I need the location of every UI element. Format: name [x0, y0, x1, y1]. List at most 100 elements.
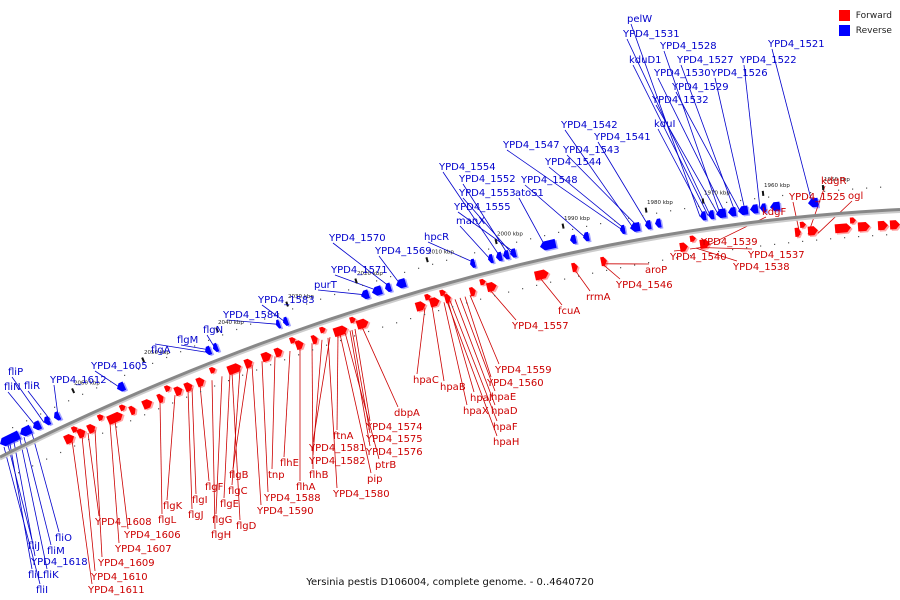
gene-label-hpae: hpaE — [491, 392, 516, 403]
leader-line — [317, 289, 366, 296]
minor-tick — [872, 235, 874, 237]
minor-tick — [410, 318, 412, 320]
forward-gene — [679, 242, 690, 254]
minor-tick — [110, 381, 112, 383]
leader-line — [271, 356, 276, 470]
forward-gene — [349, 316, 358, 325]
backbone-line — [0, 208, 900, 459]
forward-gene — [600, 256, 609, 268]
gene-label-flij: fliJ — [28, 541, 40, 552]
minor-tick — [228, 380, 230, 382]
gene-label-ypd4_1569: YPD4_1569 — [374, 246, 432, 257]
leader-line — [344, 332, 380, 460]
leader-line — [539, 277, 563, 306]
minor-tick — [684, 208, 686, 210]
minor-tick — [152, 362, 154, 364]
minor-tick — [746, 247, 748, 249]
leader-line — [166, 395, 176, 501]
legend-reverse-label: Reverse — [855, 25, 892, 36]
gene-label-flhb: flhB — [309, 470, 329, 481]
reverse-gene — [496, 251, 505, 263]
minor-tick — [606, 269, 608, 271]
reverse-gene — [760, 203, 769, 214]
leader-line — [251, 364, 262, 506]
forward-gene — [428, 297, 442, 309]
minor-tick — [432, 263, 434, 265]
minor-tick — [614, 220, 616, 222]
minor-tick — [348, 289, 350, 291]
gene-label-hpah: hpaH — [493, 437, 519, 448]
forward-gene — [86, 423, 98, 435]
forward-gene — [208, 366, 218, 375]
leader-line — [462, 197, 513, 254]
minor-tick — [740, 199, 742, 202]
gene-label-ypd4_1543: YPD4_1543 — [562, 145, 620, 156]
gene-label-flgd: flgD — [236, 521, 257, 532]
leader-line — [53, 384, 59, 416]
minor-tick — [96, 387, 98, 389]
gene-label-ypd4_1588: YPD4_1588 — [263, 493, 321, 504]
minor-tick — [166, 356, 168, 359]
leader-line — [714, 77, 746, 211]
reverse-gene — [361, 289, 372, 301]
minor-tick — [404, 271, 406, 273]
gene-label-pelw: pelW — [627, 14, 652, 25]
leader-line — [489, 289, 517, 321]
forward-gene — [294, 340, 306, 352]
leader-line — [31, 433, 60, 533]
leader-line — [566, 154, 639, 228]
gene-label-ypd4_1553: YPD4_1553 — [458, 188, 516, 199]
minor-tick — [194, 345, 196, 347]
leader-line — [574, 269, 591, 292]
kbp-tick-label: 2020 kbp — [357, 271, 383, 277]
gene-label-ypd4_1530: YPD4_1530 — [653, 68, 711, 79]
minor-tick — [180, 351, 182, 353]
leader-line — [351, 329, 371, 434]
reverse-gene — [213, 342, 222, 354]
minor-tick — [144, 414, 146, 416]
minor-tick — [886, 234, 888, 236]
leader-line — [680, 64, 736, 212]
leader-line — [187, 389, 193, 510]
gene-label-flgj: flgJ — [188, 510, 204, 521]
minor-tick — [214, 385, 216, 387]
minor-tick — [424, 313, 426, 316]
genome-backbone — [0, 208, 900, 461]
minor-tick — [732, 249, 734, 251]
gene-label-ypd4_1611: YPD4_1611 — [87, 585, 145, 596]
leader-line — [655, 104, 719, 215]
forward-gene — [571, 262, 580, 274]
leader-line — [231, 369, 241, 486]
minor-tick — [494, 295, 496, 297]
forward-gene — [63, 433, 77, 446]
minor-tick — [250, 323, 252, 325]
minor-tick — [838, 189, 840, 191]
minor-tick — [718, 250, 720, 253]
leader-line — [699, 247, 753, 250]
leader-line — [211, 380, 216, 530]
gene-label-ypd4_1584: YPD4_1584 — [222, 310, 280, 321]
leader-line — [518, 197, 546, 246]
minor-tick — [26, 420, 28, 422]
reverse-gene — [655, 218, 664, 229]
minor-tick — [620, 267, 622, 269]
forward-gene — [243, 358, 255, 370]
reverse-gene — [503, 249, 512, 261]
forward-gene — [689, 235, 698, 244]
forward-gene — [173, 386, 185, 398]
minor-tick — [362, 284, 364, 286]
minor-tick — [844, 237, 846, 239]
leader-line — [743, 64, 761, 209]
forward-gene — [414, 301, 428, 313]
gene-label-ypd4_1570: YPD4_1570 — [328, 233, 386, 244]
minor-tick — [774, 243, 776, 245]
gene-label-ogl: ogl — [848, 191, 863, 202]
leader-line — [771, 48, 813, 203]
gene-arrows — [0, 197, 900, 447]
minor-tick — [816, 239, 818, 241]
leader-line — [231, 372, 241, 521]
minor-tick — [648, 262, 650, 264]
gene-label-kdud1: kduD1 — [629, 55, 662, 66]
minor-tick — [354, 335, 356, 337]
